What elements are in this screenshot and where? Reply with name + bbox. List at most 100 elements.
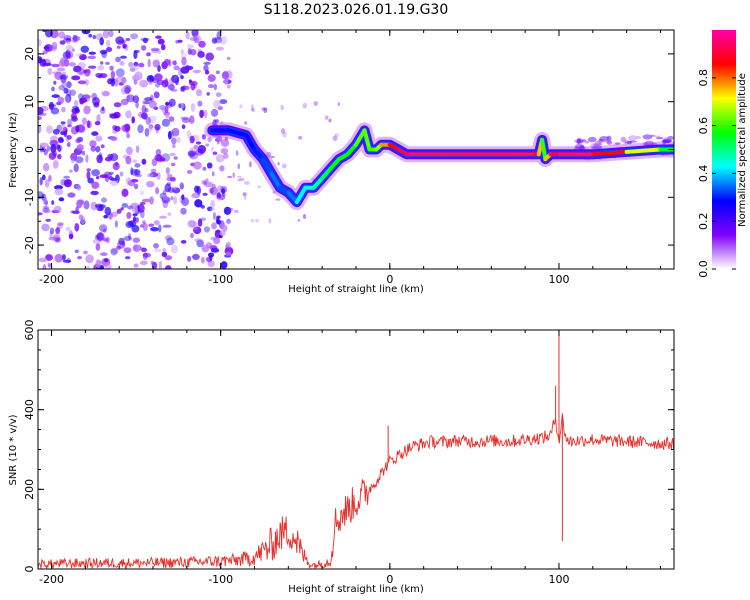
heatmap-noise-blob — [203, 180, 207, 185]
ridge-segment — [540, 137, 548, 162]
heatmap-noise-blob — [153, 220, 160, 226]
heatmap-noise-blob — [72, 36, 81, 41]
heatmap-noise-blob — [89, 140, 97, 148]
heatmap-noise-blob — [298, 136, 303, 140]
heatmap-noise-blob — [164, 183, 172, 193]
heatmap-noise-blob — [200, 204, 205, 209]
heatmap-noise-blob — [244, 196, 247, 201]
heatmap-noise-blob — [122, 43, 127, 49]
ridge-segment — [286, 190, 299, 205]
heatmap-noise-blob — [98, 204, 106, 209]
heatmap-noise-blob — [38, 116, 42, 121]
heatmap-noise-blob — [71, 48, 75, 52]
heatmap-noise-blob — [109, 113, 119, 119]
heatmap-noise-blob — [201, 134, 206, 140]
heatmap-noise-blob — [172, 60, 177, 66]
heatmap-noise-blob — [170, 162, 176, 167]
heatmap-noise-blob — [57, 96, 65, 104]
heatmap-noise-blob — [46, 145, 50, 152]
heatmap-noise-blob — [58, 31, 66, 39]
heatmap-noise-blob — [244, 121, 248, 125]
heatmap-noise-blob — [76, 144, 84, 151]
heatmap-noise-blob — [124, 86, 131, 95]
heatmap-noise-blob — [42, 163, 50, 172]
heatmap-noise-blob — [73, 100, 79, 107]
heatmap-noise-blob — [146, 181, 155, 188]
heatmap-noise-blob — [103, 228, 107, 233]
heatmap-noise-blob — [126, 94, 135, 103]
heatmap-noise-blob — [142, 252, 151, 258]
y-tick-label: 0 — [23, 566, 36, 573]
heatmap-noise-blob — [642, 134, 653, 140]
x-tick-label: -100 — [208, 273, 233, 286]
heatmap-noise-blob — [88, 33, 93, 38]
heatmap-noise-blob — [84, 79, 89, 86]
heatmap-noise-blob — [157, 38, 165, 45]
heatmap-noise-blob — [132, 213, 138, 217]
heatmap-noise-blob — [141, 198, 151, 203]
heatmap-noise-blob — [100, 61, 104, 65]
heatmap-noise-blob — [72, 34, 78, 43]
heatmap-noise-blob — [61, 254, 66, 261]
heatmap-noise-blob — [149, 76, 154, 82]
colorbar: 0.0 0.2 0.4 0.6 0.8 Normalized spectral ampl… — [697, 30, 748, 278]
heatmap-noise-blob — [71, 112, 77, 120]
heatmap-noise-blob — [56, 144, 63, 152]
y-tick-label: -20 — [23, 236, 36, 254]
heatmap-noise-blob — [56, 67, 66, 72]
heatmap-noise-blob — [221, 71, 229, 80]
heatmap-noise-blob — [133, 64, 139, 71]
heatmap-noise-blob — [211, 37, 218, 44]
heatmap-noise-blob — [45, 30, 53, 38]
heatmap-noise-blob — [194, 199, 203, 208]
heatmap-noise-blob — [167, 130, 172, 140]
heatmap-noise-blob — [140, 37, 150, 42]
heatmap-noise-blob — [132, 244, 142, 252]
heatmap-noise-blob — [192, 253, 200, 260]
heatmap-noise-blob — [206, 162, 213, 169]
heatmap-noise-blob — [141, 105, 147, 114]
heatmap-noise-blob — [81, 30, 91, 35]
heatmap-noise-blob — [70, 210, 76, 214]
heatmap-noise-blob — [187, 150, 197, 157]
heatmap-noise-blob — [141, 158, 147, 165]
heatmap-noise-blob — [172, 185, 177, 191]
heatmap-noise-blob — [86, 69, 91, 74]
heatmap-noise-blob — [97, 207, 104, 212]
heatmap-noise-blob — [100, 252, 108, 257]
heatmap-noise-blob — [106, 47, 113, 52]
heatmap-noise-blob — [237, 175, 242, 178]
heatmap-noise-blob — [141, 45, 147, 51]
heatmap-noise-blob — [66, 135, 72, 140]
heatmap-noise-blob — [215, 92, 222, 97]
heatmap-noise-blob — [215, 154, 225, 163]
heatmap-noise-blob — [328, 118, 332, 123]
heatmap-noise-blob — [161, 251, 168, 258]
heatmap-noise-blob — [70, 39, 79, 43]
heatmap-noise-blob — [67, 124, 72, 128]
heatmap-noise-blob — [155, 149, 162, 156]
heatmap-noise-blob — [106, 39, 111, 48]
heatmap-noise-blob — [95, 135, 103, 142]
heatmap-noise-blob — [90, 201, 98, 211]
heatmap-noise-blob — [154, 123, 161, 131]
heatmap-noise-blob — [144, 97, 153, 102]
heatmap-noise-blob — [169, 77, 175, 86]
heatmap-noise-blob — [147, 173, 154, 178]
y-tick-label: 200 — [23, 479, 36, 500]
heatmap-noise-blob — [94, 234, 100, 240]
heatmap-noise-blob — [123, 247, 132, 254]
heatmap-noise-blob — [199, 109, 204, 119]
heatmap-noise-blob — [227, 207, 234, 212]
heatmap-noise-blob — [52, 150, 57, 157]
heatmap-noise-blob — [120, 207, 124, 211]
heatmap-noise-blob — [215, 70, 220, 75]
heatmap-noise-blob — [168, 98, 176, 107]
heatmap-noise-blob — [38, 257, 48, 263]
heatmap-noise-blob — [50, 144, 57, 153]
heatmap-noise-blob — [77, 256, 82, 260]
heatmap-noise-blob — [83, 105, 91, 115]
heatmap-noise-blob — [275, 198, 281, 201]
heatmap-noise-blob — [216, 135, 223, 143]
heatmap-noise-blob — [216, 192, 221, 200]
